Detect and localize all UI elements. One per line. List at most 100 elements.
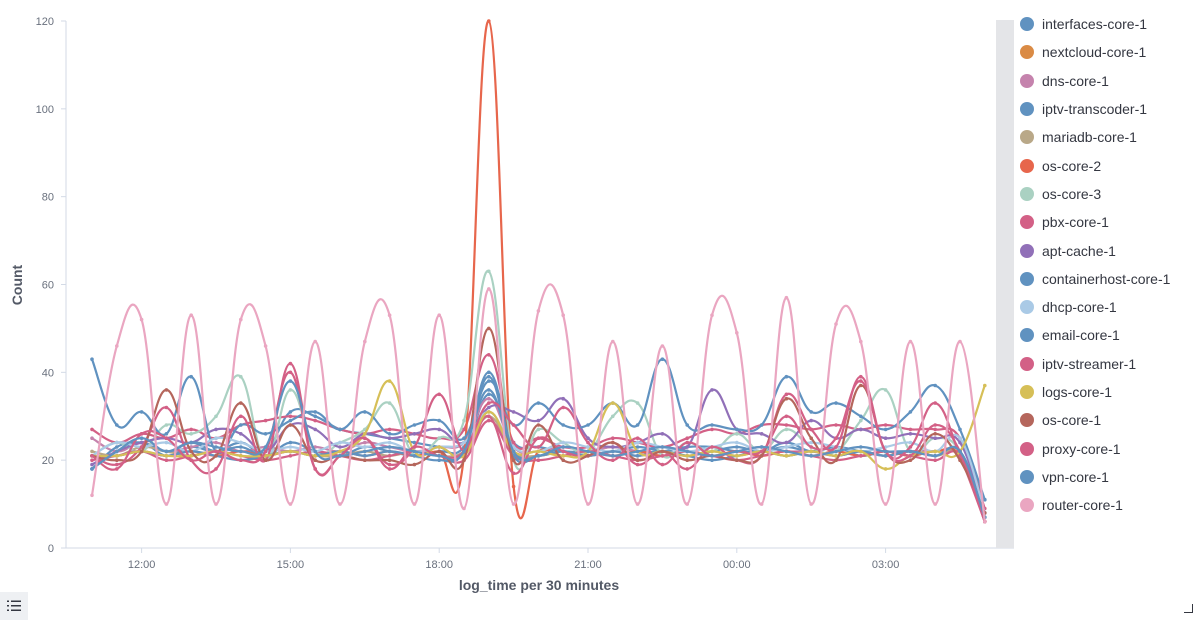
data-point: [511, 471, 516, 476]
data-point: [437, 454, 442, 458]
legend-item[interactable]: os-core-3: [1020, 180, 1200, 208]
y-tick-label: 0: [48, 543, 54, 555]
data-point: [933, 383, 937, 388]
data-point: [115, 458, 119, 463]
data-point: [784, 374, 789, 379]
legend-item[interactable]: email-core-1: [1020, 321, 1200, 349]
data-point: [239, 317, 243, 322]
legend-label: iptv-streamer-1: [1042, 355, 1137, 372]
data-point: [387, 458, 392, 463]
data-point: [784, 423, 789, 427]
legend-item[interactable]: mariadb-core-1: [1020, 123, 1200, 151]
legend-item[interactable]: pbx-core-1: [1020, 208, 1200, 236]
data-point: [784, 445, 789, 449]
data-point: [387, 462, 392, 467]
resize-handle-icon[interactable]: [1184, 604, 1193, 613]
data-point: [387, 440, 392, 445]
data-point: [834, 423, 838, 427]
legend-color-dot: [1020, 17, 1034, 32]
data-point: [511, 440, 516, 445]
data-point: [338, 427, 342, 432]
data-point: [635, 445, 640, 449]
data-point: [437, 436, 442, 441]
data-point: [487, 379, 491, 383]
data-point: [115, 440, 119, 445]
data-point: [536, 418, 541, 423]
legend-color-dot: [1020, 469, 1034, 484]
data-point: [908, 339, 913, 344]
data-point: [611, 454, 615, 458]
data-point: [487, 418, 491, 423]
legend-item[interactable]: proxy-core-1: [1020, 434, 1200, 462]
legend-item[interactable]: nextcloud-core-1: [1020, 38, 1200, 66]
data-point: [685, 467, 689, 471]
data-point: [809, 418, 813, 423]
data-point: [437, 427, 442, 432]
data-point: [586, 502, 590, 506]
data-point: [288, 370, 293, 375]
data-point: [239, 414, 243, 419]
data-point: [387, 445, 392, 449]
data-point: [735, 427, 739, 432]
data-point: [735, 449, 739, 454]
data-point: [164, 449, 169, 454]
legend-item[interactable]: logs-core-1: [1020, 378, 1200, 406]
data-point: [561, 445, 565, 449]
data-point: [313, 339, 318, 344]
data-point: [313, 467, 318, 471]
data-point: [139, 317, 144, 322]
data-point: [561, 440, 565, 445]
legend-color-dot: [1020, 215, 1034, 230]
data-point: [561, 449, 565, 454]
chart-axes: 0 20 40 60 80 100 120 12:00 15:00 18:00 21:00 00:00…: [36, 16, 1014, 571]
data-point: [214, 454, 218, 458]
data-point: [288, 414, 293, 419]
data-point: [90, 436, 94, 441]
legend-item[interactable]: dhcp-core-1: [1020, 293, 1200, 321]
legend-label: interfaces-core-1: [1042, 16, 1148, 33]
data-point: [487, 269, 491, 274]
data-point: [487, 410, 491, 414]
data-point: [710, 388, 714, 392]
data-point: [883, 467, 888, 471]
legend-item[interactable]: containerhost-core-1: [1020, 265, 1200, 293]
legend-color-dot: [1020, 130, 1034, 145]
legend-color-dot: [1020, 271, 1034, 286]
data-point: [288, 423, 293, 427]
legend-toggle-button[interactable]: [0, 592, 28, 620]
data-point: [908, 449, 913, 454]
data-point: [437, 445, 442, 449]
data-point: [90, 462, 94, 467]
data-point: [164, 440, 169, 445]
data-point: [660, 432, 665, 436]
data-point: [313, 427, 318, 432]
data-point: [635, 436, 640, 441]
legend-item[interactable]: os-core-1: [1020, 406, 1200, 434]
legend-item[interactable]: dns-core-1: [1020, 67, 1200, 95]
legend-scrollbar[interactable]: [996, 20, 1014, 548]
data-point: [313, 414, 318, 419]
data-point: [387, 467, 392, 471]
data-point: [859, 374, 863, 379]
legend-item[interactable]: iptv-transcoder-1: [1020, 95, 1200, 123]
series-iptv-streamer-1: [90, 361, 987, 524]
data-point: [660, 449, 665, 454]
data-point: [363, 454, 367, 458]
legend-item[interactable]: router-core-1: [1020, 491, 1200, 519]
data-point: [214, 414, 218, 419]
data-point: [809, 454, 813, 458]
data-point: [263, 458, 268, 463]
data-point: [859, 383, 863, 388]
data-point: [834, 454, 838, 458]
data-point: [809, 445, 813, 449]
y-tick-label: 100: [36, 104, 54, 116]
x-tick-label: 21:00: [574, 559, 602, 571]
data-point: [908, 454, 913, 458]
legend-item[interactable]: apt-cache-1: [1020, 236, 1200, 264]
data-point: [883, 502, 888, 506]
data-point: [437, 458, 442, 463]
legend-item[interactable]: interfaces-core-1: [1020, 10, 1200, 38]
legend-item[interactable]: iptv-streamer-1: [1020, 350, 1200, 378]
legend-item[interactable]: os-core-2: [1020, 151, 1200, 179]
legend-item[interactable]: vpn-core-1: [1020, 463, 1200, 491]
